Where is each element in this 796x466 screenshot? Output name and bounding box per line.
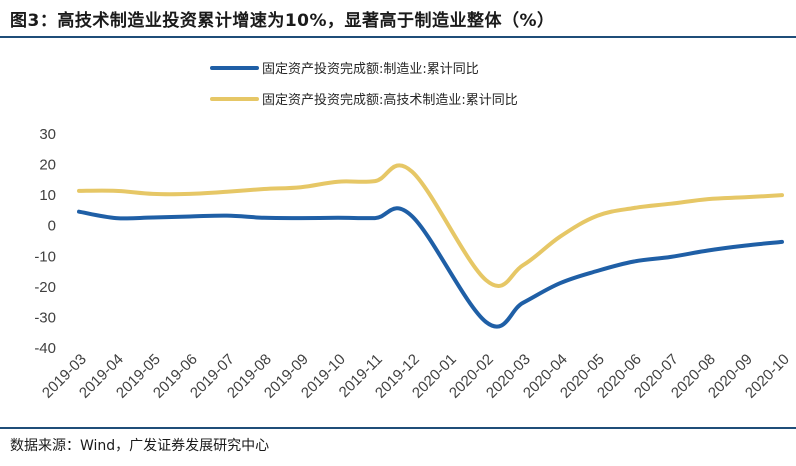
- y-tick-label: -10: [34, 248, 56, 265]
- point-hightech-2020-05: [595, 214, 599, 218]
- y-tick-label: 10: [39, 187, 56, 204]
- chart-legend: 固定资产投资完成额:制造业:累计同比 固定资产投资完成额:高技术制造业:累计同比: [210, 61, 518, 108]
- point-manufacturing-2020-08: [706, 248, 710, 252]
- series-line-manufacturing: [77, 206, 784, 329]
- legend-label-hightech: 固定资产投资完成额:高技术制造业:累计同比: [262, 92, 518, 108]
- point-hightech-2019-10: [336, 180, 340, 184]
- series-line-hightech: [77, 163, 784, 288]
- point-manufacturing-2020-06: [632, 259, 636, 263]
- data-source-note: 数据来源：Wind，广发证券发展研究中心: [10, 438, 270, 454]
- point-hightech-2019-06: [188, 192, 192, 196]
- point-manufacturing-2019-10: [336, 216, 340, 220]
- point-manufacturing-2020-05: [595, 269, 599, 273]
- y-tick-label: 20: [39, 157, 56, 174]
- point-manufacturing-2020-10: [780, 240, 784, 244]
- footer-divider: [0, 427, 796, 429]
- point-hightech-2020-02: [484, 278, 488, 282]
- point-hightech-2019-09: [299, 185, 303, 189]
- x-axis: 2019-032019-042019-052019-062019-072019-…: [39, 351, 793, 402]
- legend-label-manufacturing: 固定资产投资完成额:制造业:累计同比: [262, 61, 479, 77]
- point-hightech-2019-11: [373, 179, 377, 183]
- y-tick-label: 30: [39, 126, 56, 143]
- y-tick-label: 0: [48, 218, 56, 235]
- point-manufacturing-2019-09: [299, 216, 303, 220]
- point-manufacturing-2020-04: [558, 281, 562, 285]
- point-hightech-2020-08: [706, 197, 710, 201]
- point-hightech-2020-10: [780, 193, 784, 197]
- point-hightech-2019-03: [77, 189, 81, 193]
- point-manufacturing-2019-06: [188, 215, 192, 219]
- title-divider: [0, 36, 796, 38]
- point-manufacturing-2019-07: [225, 214, 229, 218]
- point-manufacturing-2019-08: [262, 216, 266, 220]
- y-tick-label: -40: [34, 340, 56, 357]
- point-manufacturing-2020-03: [521, 301, 525, 305]
- line-chart: 固定资产投资完成额:制造业:累计同比 固定资产投资完成额:高技术制造业:累计同比…: [34, 61, 793, 402]
- point-manufacturing-2019-04: [114, 216, 118, 220]
- point-manufacturing-2020-02: [484, 320, 488, 324]
- y-tick-label: -30: [34, 309, 56, 326]
- point-hightech-2019-12: [410, 170, 414, 174]
- y-axis: 30 20 10 0 -10 -20 -30 -40: [34, 126, 56, 357]
- point-hightech-2019-05: [151, 192, 155, 196]
- point-hightech-2019-08: [262, 187, 266, 191]
- point-hightech-2020-07: [669, 202, 673, 206]
- point-hightech-2019-04: [114, 189, 118, 193]
- figure-title: 图3：高技术制造业投资累计增速为10%，显著高于制造业整体（%）: [10, 11, 555, 31]
- y-tick-label: -20: [34, 279, 56, 296]
- point-manufacturing-2019-05: [151, 215, 155, 219]
- point-hightech-2020-09: [743, 195, 747, 199]
- series-layer: [77, 163, 784, 329]
- point-hightech-2020-03: [521, 263, 525, 267]
- point-manufacturing-2020-07: [669, 255, 673, 259]
- point-hightech-2020-04: [558, 235, 562, 239]
- point-manufacturing-2019-03: [77, 210, 81, 214]
- point-hightech-2020-06: [632, 206, 636, 210]
- point-hightech-2019-07: [225, 190, 229, 194]
- point-manufacturing-2020-09: [743, 244, 747, 248]
- point-manufacturing-2019-12: [410, 214, 414, 218]
- point-manufacturing-2019-11: [373, 216, 377, 220]
